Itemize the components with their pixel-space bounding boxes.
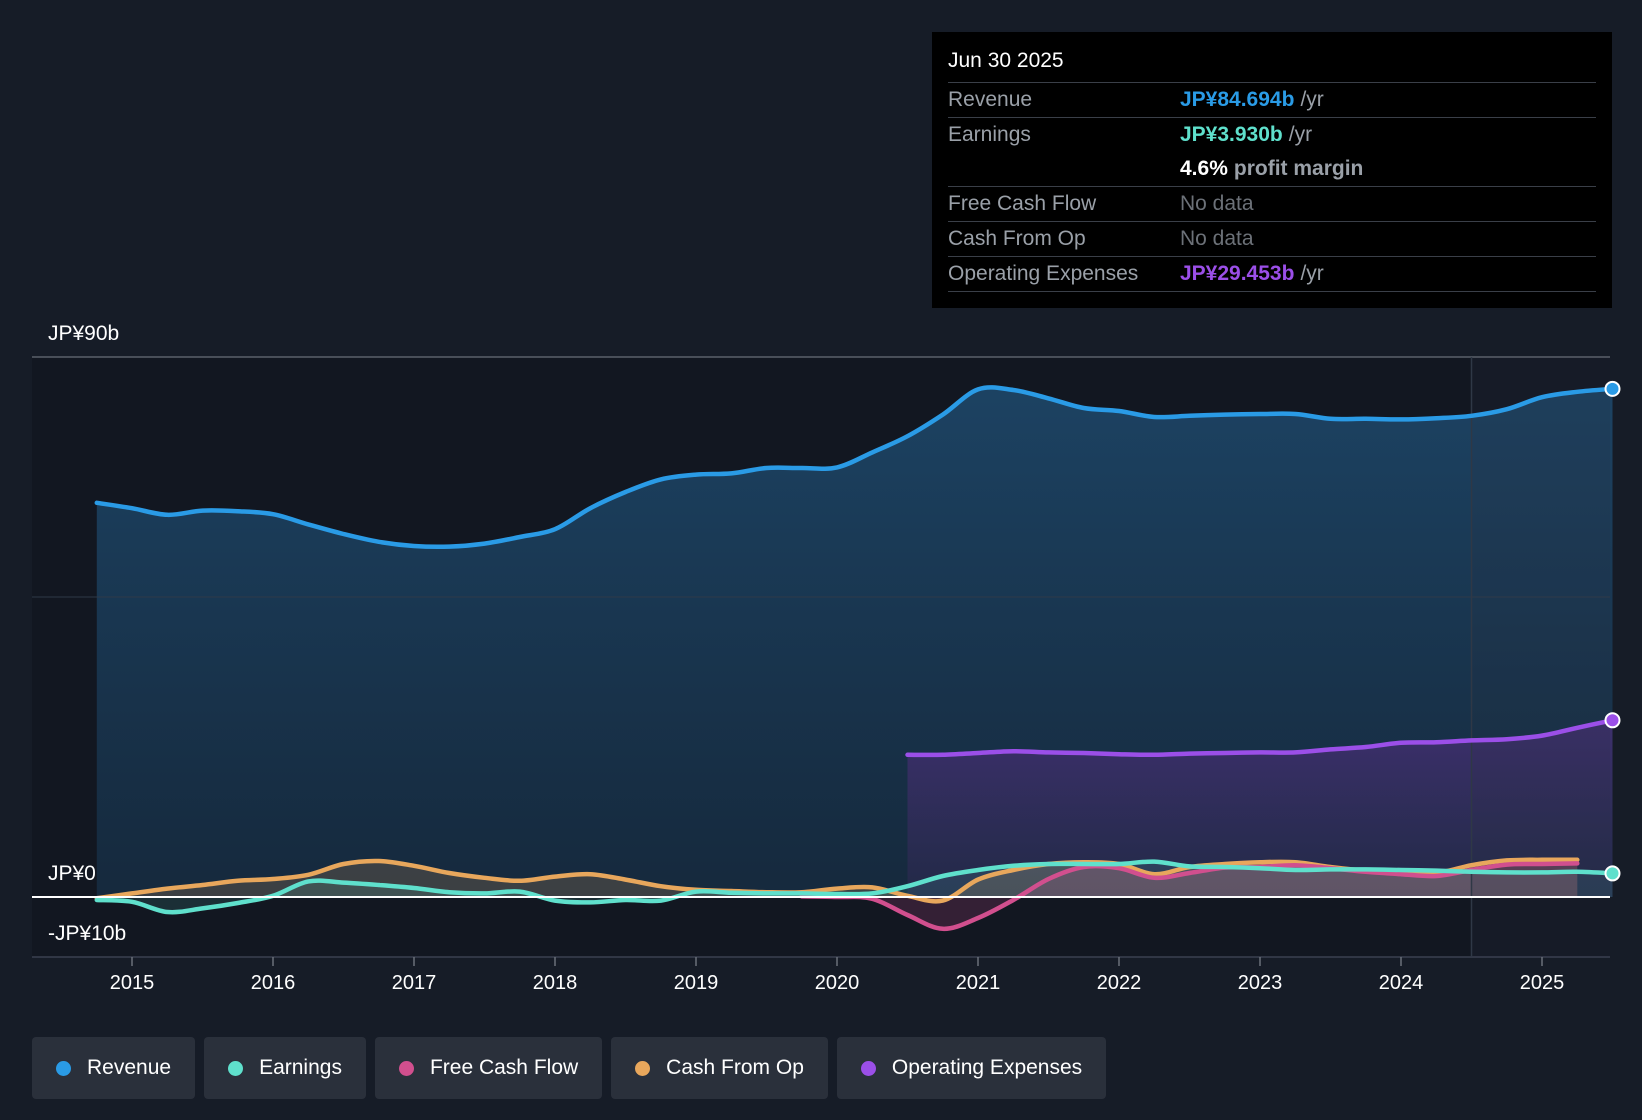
revenue-line (94, 385, 1615, 550)
earnings-line (94, 859, 1615, 915)
legend-dot-icon (228, 1060, 244, 1076)
x-tick-label: 2019 (674, 972, 719, 994)
x-tick-label: 2022 (1097, 972, 1142, 994)
operating-expenses-endpoint (1604, 712, 1621, 729)
legend-dot-icon (860, 1060, 876, 1076)
legend-item-earnings[interactable]: Earnings (204, 1037, 366, 1099)
forecast-region (1471, 357, 1610, 957)
earnings-area (96, 861, 1613, 913)
revenue-endpoint (1604, 380, 1621, 397)
x-tick-label: 2016 (251, 972, 296, 994)
legend: Revenue Earnings Free Cash Flow Cash Fro… (32, 1037, 1107, 1099)
tooltip-value: No data (1180, 227, 1254, 250)
x-tick-label: 2015 (110, 972, 155, 994)
tooltip-value: No data (1180, 192, 1254, 215)
y-label-min: -JP¥10b (48, 922, 126, 945)
tooltip-label: Free Cash Flow (948, 192, 1097, 215)
earnings-endpoint (1604, 865, 1621, 882)
tooltip-value: JP¥29.453b (1180, 262, 1295, 285)
y-label-zero: JP¥0 (48, 862, 96, 885)
tooltip-unit: /yr (1300, 88, 1324, 111)
tooltip-unit: /yr (1300, 262, 1324, 285)
y-label-max: JP¥90b (48, 322, 119, 345)
tooltip-unit: profit margin (1233, 157, 1364, 180)
legend-item-revenue[interactable]: Revenue (32, 1037, 196, 1099)
tooltip-value: JP¥84.694b (1180, 88, 1295, 111)
tooltip-row-cfo: Cash From Op No data (948, 222, 1596, 257)
legend-dot-icon (398, 1060, 414, 1076)
legend-label: Cash From Op (666, 1056, 804, 1079)
tooltip-unit: /yr (1288, 123, 1313, 146)
operating-expenses-area (907, 720, 1613, 897)
x-tick-label: 2017 (392, 972, 437, 994)
tooltip-row-earnings: Earnings JP¥3.930b /yr (948, 118, 1596, 152)
legend-item-cash-from-op[interactable]: Cash From Op (611, 1037, 828, 1099)
tooltip-panel: Jun 30 2025 Revenue JP¥84.694b /yr Earni… (932, 32, 1612, 308)
tooltip-row-fcf: Free Cash Flow No data (948, 187, 1596, 222)
tooltip-date: Jun 30 2025 (948, 46, 1596, 83)
tooltip-row-margin: 4.6% profit margin (948, 152, 1596, 187)
x-tick-label: 2020 (815, 972, 860, 994)
legend-item-free-cash-flow[interactable]: Free Cash Flow (374, 1037, 603, 1099)
legend-dot-icon (56, 1060, 71, 1076)
tooltip-row-opex: Operating Expenses JP¥29.453b /yr (948, 257, 1596, 292)
tooltip-row-revenue: Revenue JP¥84.694b /yr (948, 83, 1596, 118)
legend-label: Operating Expenses (891, 1056, 1083, 1079)
legend-item-operating-expenses[interactable]: Operating Expenses (836, 1037, 1107, 1099)
tooltip-value: JP¥3.930b (1180, 123, 1283, 146)
operating-expenses-line (905, 718, 1615, 758)
tooltip-label: Operating Expenses (948, 262, 1139, 285)
legend-label: Earnings (259, 1056, 342, 1079)
tooltip-label: Revenue (948, 88, 1033, 111)
tooltip-label: Earnings (948, 123, 1031, 146)
tooltip-label: Cash From Op (948, 227, 1086, 250)
tooltip-value: 4.6% (1180, 157, 1228, 180)
x-tick-label: 2021 (956, 972, 1001, 994)
x-tick-label: 2023 (1238, 972, 1283, 994)
x-tick-label: 2018 (533, 972, 578, 994)
legend-label: Free Cash Flow (429, 1056, 579, 1079)
legend-label: Revenue (87, 1056, 172, 1079)
x-tick-label: 2025 (1520, 972, 1565, 994)
x-tick-label: 2024 (1379, 972, 1424, 994)
free-cash-flow-line (799, 861, 1580, 932)
legend-dot-icon (635, 1060, 651, 1076)
